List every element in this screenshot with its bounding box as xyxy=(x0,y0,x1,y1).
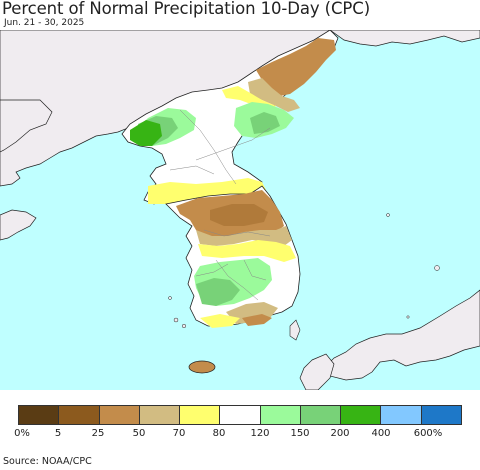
legend-swatch xyxy=(421,406,461,424)
legend-label: 70 xyxy=(172,428,186,439)
precipitation-map xyxy=(0,30,480,390)
legend-swatch xyxy=(341,406,382,424)
nk-dry-northeast xyxy=(256,38,336,96)
kyushu-landmass xyxy=(299,353,335,390)
legend-swatch xyxy=(139,406,181,424)
sk-dry-center xyxy=(176,190,284,242)
nk-wet-northwest-dark xyxy=(130,120,162,146)
sk-yellow-band xyxy=(198,240,296,262)
legend-label: 150 xyxy=(290,428,310,439)
legend-label: 120 xyxy=(250,428,270,439)
legend-swatch xyxy=(220,406,261,424)
legend-label: 80 xyxy=(212,428,226,439)
header: Percent of Normal Precipitation 10-Day (… xyxy=(0,0,480,30)
legend-swatch xyxy=(99,406,140,424)
admin-borders xyxy=(169,109,271,301)
date-range: Jun. 21 - 30, 2025 xyxy=(4,18,85,28)
legend-label: 50 xyxy=(132,428,146,439)
legend-colorbar xyxy=(18,405,462,425)
shandong-landmass xyxy=(0,209,37,241)
liaodong-landmass xyxy=(0,99,53,153)
legend-label: 400 xyxy=(371,428,391,439)
nk-wet-east-dark xyxy=(250,112,280,134)
legend-swatch xyxy=(381,406,422,424)
sk-south-coast-yellow xyxy=(200,314,240,328)
legend-label: 600% xyxy=(413,428,443,439)
legend-swatch xyxy=(260,406,301,424)
russia-landmass xyxy=(329,30,480,47)
sk-dry-tan xyxy=(196,226,292,246)
nk-dry-northeast-light xyxy=(248,78,300,112)
legend-swatch xyxy=(19,406,60,424)
legend-label: 0% xyxy=(14,428,30,439)
dmz-yellow-band xyxy=(148,178,266,204)
legend-swatch xyxy=(180,406,221,424)
sk-wet-southwest xyxy=(196,278,240,306)
small-islands xyxy=(168,213,440,329)
legend-label: 25 xyxy=(91,428,105,439)
map-svg xyxy=(0,30,480,390)
sk-south-coast-brown xyxy=(242,314,272,326)
legend-label: 5 xyxy=(54,428,62,439)
jeju-island xyxy=(188,360,216,374)
sk-dry-brown-inner xyxy=(210,204,268,226)
legend: 0% 5 25 50 70 80 120 150 200 400 600% xyxy=(0,390,480,452)
tsushima-island xyxy=(289,319,301,341)
legend-swatch xyxy=(300,406,342,424)
map-title: Percent of Normal Precipitation 10-Day (… xyxy=(2,0,371,18)
source-credit: Source: NOAA/CPC xyxy=(3,456,92,467)
legend-label: 200 xyxy=(330,428,350,439)
legend-swatch xyxy=(59,406,100,424)
